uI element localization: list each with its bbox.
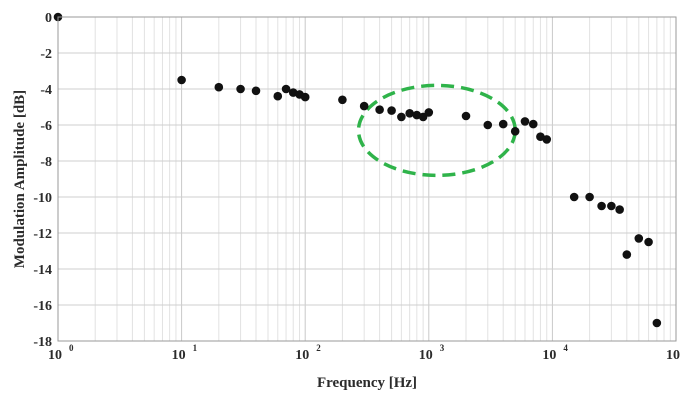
data-point bbox=[483, 120, 493, 130]
y-tick-label: -2 bbox=[40, 47, 52, 62]
x-tick-label: 10 bbox=[295, 348, 309, 363]
grid bbox=[57, 16, 676, 342]
y-tick-label: 0 bbox=[45, 11, 52, 26]
data-point bbox=[405, 109, 414, 118]
x-tick-exponent: 2 bbox=[316, 343, 321, 353]
y-tick-label: -12 bbox=[33, 227, 52, 242]
x-tick-exponent: 0 bbox=[69, 343, 74, 353]
data-point bbox=[214, 82, 224, 92]
data-point bbox=[585, 192, 594, 202]
x-tick-label: 10 bbox=[666, 348, 680, 363]
x-tick-exponent: 4 bbox=[563, 343, 568, 353]
x-tick-label: 10 bbox=[542, 348, 556, 363]
data-point bbox=[498, 119, 508, 129]
y-axis-label: Modulation Amplitude [dB] bbox=[12, 90, 28, 268]
data-point bbox=[542, 135, 552, 144]
y-tick-label: -6 bbox=[40, 119, 52, 134]
data-point bbox=[251, 86, 261, 96]
data-point bbox=[236, 84, 245, 94]
x-tick-label: 10 bbox=[419, 348, 433, 363]
data-point bbox=[510, 127, 520, 136]
data-point bbox=[281, 84, 291, 94]
data-point bbox=[177, 75, 186, 85]
data-point bbox=[424, 108, 434, 117]
data-points bbox=[53, 12, 662, 328]
data-point bbox=[375, 105, 384, 114]
x-tick-label: 10 bbox=[172, 348, 186, 363]
data-point bbox=[338, 95, 347, 105]
x-tick-exponent: 1 bbox=[193, 343, 198, 353]
data-point bbox=[520, 117, 530, 126]
x-axis-label: Frequency [Hz] bbox=[317, 375, 417, 391]
data-point bbox=[615, 205, 624, 214]
plot-background bbox=[58, 17, 676, 341]
data-point bbox=[387, 106, 396, 115]
plot-frame bbox=[57, 16, 677, 342]
data-point bbox=[461, 111, 471, 121]
x-tick-exponent: 3 bbox=[440, 343, 445, 353]
y-tick-label: -18 bbox=[33, 335, 52, 350]
data-point bbox=[622, 250, 632, 259]
data-point bbox=[359, 101, 369, 111]
data-point bbox=[607, 201, 616, 211]
data-point bbox=[273, 91, 283, 101]
data-point bbox=[597, 201, 606, 211]
data-point bbox=[528, 119, 538, 129]
data-point bbox=[300, 92, 310, 102]
data-point bbox=[634, 234, 644, 243]
data-point bbox=[397, 112, 406, 122]
data-point bbox=[644, 237, 653, 247]
y-tick-label: -10 bbox=[33, 191, 52, 206]
y-tick-label: -14 bbox=[33, 263, 52, 278]
data-point bbox=[569, 192, 579, 202]
y-tick-label: -4 bbox=[40, 83, 52, 98]
y-tick-label: -8 bbox=[40, 155, 52, 170]
data-point bbox=[652, 318, 662, 328]
x-tick-label: 10 bbox=[48, 348, 62, 363]
y-tick-label: -16 bbox=[33, 299, 52, 314]
